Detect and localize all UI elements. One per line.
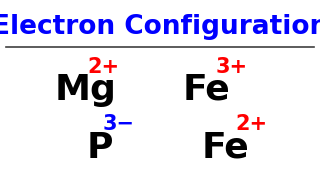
Text: 2+: 2+	[88, 57, 120, 77]
Text: 2+: 2+	[235, 114, 267, 134]
Text: Mg: Mg	[54, 73, 116, 107]
Text: P: P	[86, 131, 113, 165]
Text: Fe: Fe	[182, 73, 230, 107]
Text: 3+: 3+	[216, 57, 248, 77]
Text: 3−: 3−	[103, 114, 135, 134]
Text: Electron Configuration: Electron Configuration	[0, 14, 320, 40]
Text: Fe: Fe	[202, 131, 249, 165]
